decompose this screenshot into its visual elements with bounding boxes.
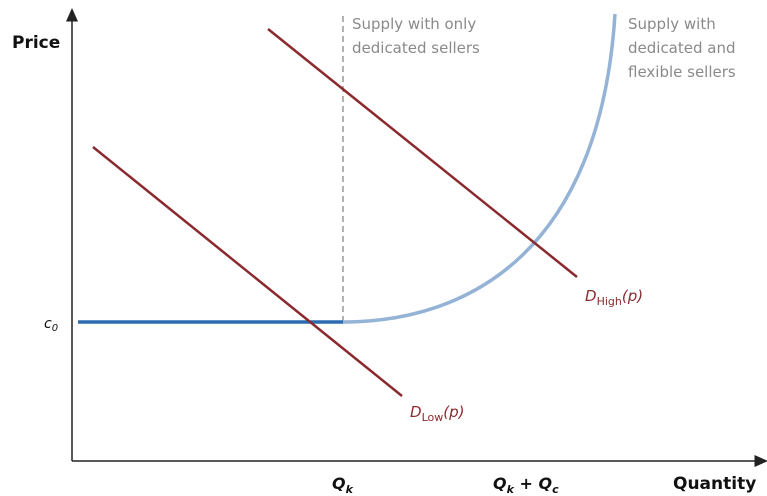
y-axis-title: Price xyxy=(12,33,60,53)
text-part: Low xyxy=(422,411,444,424)
text-part: Q xyxy=(493,474,507,493)
text-part: 0 xyxy=(52,323,58,334)
text-part: Q xyxy=(332,474,346,493)
demand-high-label: DHigh(p) xyxy=(585,287,643,308)
text-part: k xyxy=(346,483,354,496)
text-part: k xyxy=(507,483,515,496)
text-part: Q xyxy=(538,474,552,493)
text-part: Supply with only xyxy=(352,15,476,33)
supply-flexible-label: Supply with dedicated and flexible selle… xyxy=(628,15,740,81)
text-part: flexible sellers xyxy=(628,63,736,81)
text-part: D xyxy=(410,403,422,421)
text-part: Supply with xyxy=(628,15,716,33)
text-part: c xyxy=(44,316,52,332)
text-part: dedicated and xyxy=(628,39,736,57)
supply-dedicated-label: Supply with only dedicated sellers xyxy=(352,15,481,57)
text-part: (p) xyxy=(443,403,464,421)
text-part: High xyxy=(597,295,622,308)
text-part: dedicated sellers xyxy=(352,39,480,57)
text-part: c xyxy=(552,483,559,496)
demand-high-line xyxy=(267,28,578,278)
qk-label: Qk xyxy=(332,474,354,496)
x-axis-title: Quantity xyxy=(673,474,756,494)
c0-label: c0 xyxy=(44,316,58,334)
qkqc-label: Qk + Qc xyxy=(493,474,559,496)
supply-curve-flexible xyxy=(342,13,617,324)
text-part: (p) xyxy=(622,287,643,305)
text-part: + xyxy=(514,474,539,493)
demand-low-line xyxy=(92,146,403,397)
text-part: D xyxy=(585,287,597,305)
demand-low-label: DLow(p) xyxy=(410,403,464,424)
